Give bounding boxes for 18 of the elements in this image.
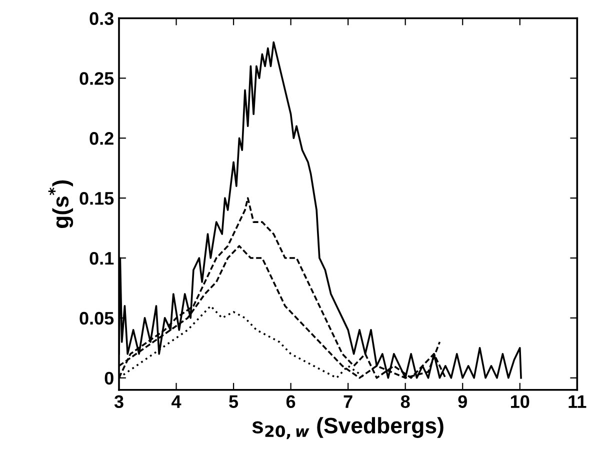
y-tick-label: 0 xyxy=(104,372,114,385)
x-tick-label: 3 xyxy=(114,395,124,408)
y-tick-label: 0.1 xyxy=(90,252,114,265)
y-tick-label: 0.05 xyxy=(80,312,114,325)
x-tick-label: 4 xyxy=(172,395,182,408)
x-tick-label: 9 xyxy=(458,395,467,408)
y-axis-title: g(s$^{*}$) xyxy=(48,180,74,228)
y-tick-label: 0.3 xyxy=(90,12,114,25)
y-tick-label: 0.15 xyxy=(80,192,114,205)
x-tick-label: 11 xyxy=(568,395,586,408)
x-tick-label: 8 xyxy=(400,395,410,408)
x-tick-label: 10 xyxy=(510,395,530,408)
x-axis-title: s$_{20,w}$ (Svedbergs) xyxy=(252,417,444,440)
x-tick-label: 6 xyxy=(286,395,296,408)
y-tick-label: 0.2 xyxy=(90,132,114,145)
y-tick-label: 0.25 xyxy=(80,72,114,85)
x-tick-label: 5 xyxy=(229,395,238,408)
x-tick-label: 7 xyxy=(344,395,352,408)
